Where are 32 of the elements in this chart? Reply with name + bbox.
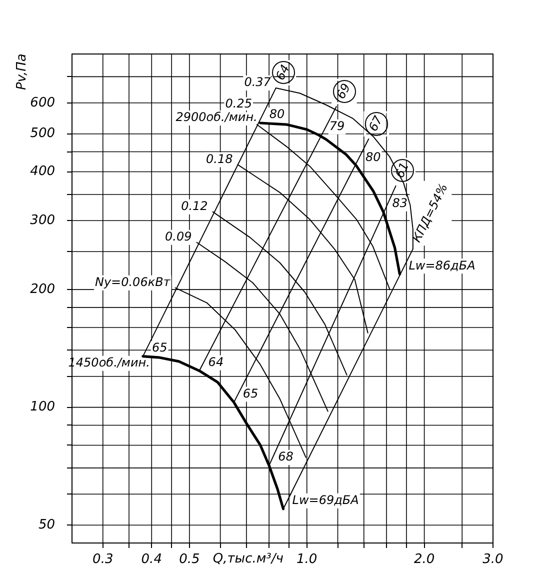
series-label: Ny=0.06кВт xyxy=(94,274,172,289)
annotation: 80 xyxy=(365,150,382,164)
y-tick-label: 100 xyxy=(30,400,55,415)
x-tick-label: 0.5 xyxy=(179,552,200,568)
series-label: 0.37 xyxy=(244,75,272,90)
y-tick-label: 400 xyxy=(30,164,55,180)
annotation: Lw=86дБА xyxy=(408,258,476,272)
x-tick-label: 1.0 xyxy=(296,552,318,568)
series-label: 0.09 xyxy=(165,230,192,244)
series-label: 0.18 xyxy=(206,152,234,166)
y-tick-label: 300 xyxy=(30,213,55,228)
annotation: 79 xyxy=(329,119,345,134)
y-tick-label: 50 xyxy=(38,517,55,532)
x-tick-label: 2.0 xyxy=(414,552,435,568)
x-tick-label: 0.3 xyxy=(92,552,114,568)
y-axis-title: Pv,Па xyxy=(14,54,30,90)
y-tick-label: 200 xyxy=(30,282,55,297)
x-axis-title: Q,тыс.м³/ч xyxy=(212,551,284,566)
annotation: 65 xyxy=(152,340,168,354)
annotation: 83 xyxy=(392,196,408,210)
annotation: 68 xyxy=(278,450,294,464)
y-tick-label: 600 xyxy=(30,95,55,110)
annotation: Lw=69дБА xyxy=(292,493,359,508)
y-tick-label: 500 xyxy=(30,126,55,142)
x-tick-label: 3.0 xyxy=(482,552,504,568)
annotation: 80 xyxy=(269,107,286,122)
series-label: 2900об./мин. xyxy=(176,110,258,124)
series-label: 0.12 xyxy=(181,198,208,213)
x-tick-label: 0.4 xyxy=(141,552,162,568)
annotation: 65 xyxy=(242,386,258,400)
series-label: 0.25 xyxy=(225,96,252,111)
annotation: 64 xyxy=(208,354,224,369)
